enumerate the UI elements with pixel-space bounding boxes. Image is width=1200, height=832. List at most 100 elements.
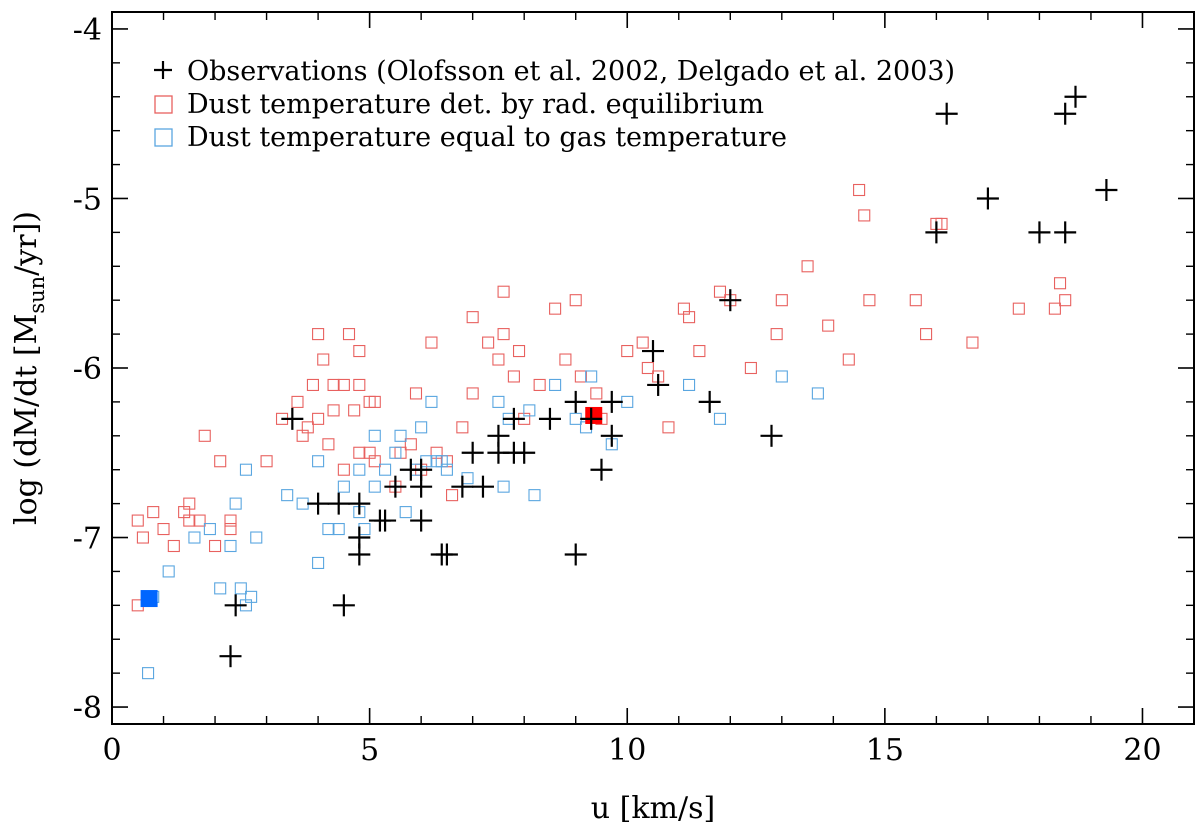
observation-point bbox=[410, 509, 433, 532]
rad-equilibrium-point bbox=[569, 294, 582, 307]
rad-equilibrium-point bbox=[549, 302, 562, 315]
observation-point bbox=[451, 475, 474, 498]
rad-equilibrium-point bbox=[909, 294, 922, 307]
observation-point bbox=[935, 102, 958, 125]
rad-equilibrium-point bbox=[801, 260, 814, 273]
rad-equilibrium-point bbox=[822, 319, 835, 332]
observation-point bbox=[327, 492, 350, 515]
rad-equilibrium-point bbox=[497, 328, 510, 341]
gas-temperature-point bbox=[203, 522, 216, 536]
observation-point bbox=[1064, 85, 1087, 108]
y-axis-title: log (dM/dt [Msun/yr]) bbox=[9, 211, 49, 525]
gas-temperature-point bbox=[239, 463, 253, 476]
observation-point bbox=[760, 424, 783, 447]
rad-equilibrium-point bbox=[131, 514, 144, 527]
gas-temperature-point bbox=[312, 556, 325, 570]
rad-equilibrium-point bbox=[482, 336, 495, 349]
gas-temperature-point bbox=[368, 480, 381, 493]
rad-equilibrium-point bbox=[306, 378, 319, 392]
gas-temperature-point bbox=[337, 480, 350, 493]
gas-temperature-point bbox=[415, 421, 428, 434]
gas-temperature-point bbox=[492, 395, 505, 408]
rad-equilibrium-point bbox=[1048, 302, 1061, 315]
gas-temperature-point bbox=[224, 539, 237, 553]
y-tick-label: -6 bbox=[73, 352, 102, 387]
gas-temperature-point bbox=[281, 489, 294, 502]
rad-equilibrium-point bbox=[317, 353, 330, 366]
observation-point bbox=[698, 390, 721, 413]
x-tick-label: 20 bbox=[1123, 733, 1161, 768]
rad-equilibrium-point bbox=[183, 497, 196, 510]
observation-point bbox=[976, 187, 999, 210]
gas-temperature-point bbox=[523, 404, 536, 417]
rad-equilibrium-point bbox=[224, 514, 237, 527]
rad-equilibrium-point bbox=[559, 353, 572, 366]
y-tick-label: -8 bbox=[73, 691, 102, 726]
rad-equilibrium-point bbox=[167, 539, 180, 553]
observation-point bbox=[348, 492, 371, 515]
rad-equilibrium-point bbox=[456, 421, 469, 434]
gas-temperature-point bbox=[399, 506, 412, 519]
rad-equilibrium-point bbox=[842, 353, 855, 366]
observation-point bbox=[1054, 221, 1077, 244]
observation-point bbox=[348, 543, 371, 566]
y-axis-title-main: log (dM/dt [M bbox=[9, 314, 44, 525]
gas-temperature-point bbox=[811, 387, 824, 400]
legend: Observations (Olofsson et al. 2002, Delg… bbox=[154, 56, 955, 153]
x-tick-label: 0 bbox=[102, 733, 121, 768]
observation-point bbox=[471, 475, 494, 498]
highlighted-point bbox=[585, 406, 603, 424]
gas-temperature-point bbox=[188, 531, 201, 544]
rad-equilibrium-point bbox=[337, 378, 350, 392]
rad-equilibrium-point bbox=[775, 294, 788, 307]
observation-point bbox=[538, 407, 561, 430]
gas-temperature-point bbox=[425, 395, 438, 408]
observation-point bbox=[224, 594, 247, 617]
data-points-layer bbox=[131, 85, 1118, 680]
gas-temperature-point bbox=[234, 582, 247, 595]
rad-equilibrium-point bbox=[446, 489, 459, 502]
rad-equilibrium-point bbox=[497, 285, 510, 298]
rad-equilibrium-point bbox=[693, 344, 706, 358]
rad-equilibrium-point bbox=[147, 506, 160, 519]
gas-temperature-point bbox=[214, 582, 227, 595]
rad-equilibrium-point bbox=[770, 328, 783, 341]
observation-point bbox=[719, 289, 742, 312]
observation-point bbox=[564, 390, 587, 413]
gas-temperature-point bbox=[683, 378, 696, 392]
gas-temperature-point bbox=[312, 455, 325, 468]
gas-temperature-point bbox=[528, 489, 541, 502]
rad-equilibrium-point bbox=[1059, 294, 1072, 307]
observation-point bbox=[219, 645, 242, 668]
y-tick-label: -5 bbox=[73, 182, 102, 217]
rad-equilibrium-point bbox=[260, 455, 273, 468]
rad-equilibrium-point bbox=[507, 370, 520, 383]
gas-temperature-point bbox=[440, 463, 453, 476]
rad-equilibrium-point bbox=[198, 429, 211, 442]
gas-temperature-point bbox=[353, 463, 366, 476]
rad-equilibrium-point bbox=[1012, 302, 1025, 315]
observation-point bbox=[590, 458, 613, 481]
rad-equilibrium-point bbox=[744, 361, 757, 375]
rad-equilibrium-point bbox=[348, 404, 361, 417]
gas-temperature-point bbox=[245, 590, 258, 603]
rad-equilibrium-point bbox=[183, 514, 196, 527]
gas-temperature-point bbox=[322, 522, 335, 536]
observation-point bbox=[487, 424, 510, 447]
axis-ticks-layer: 0 5 10 15 20 -8 -7 -6 -5 -4 bbox=[73, 12, 1195, 768]
x-tick-label: 5 bbox=[360, 733, 379, 768]
rad-equilibrium-point bbox=[636, 336, 649, 349]
gas-temperature-point bbox=[497, 480, 510, 493]
rad-equilibrium-point bbox=[641, 361, 654, 375]
rad-equilibrium-point bbox=[863, 294, 876, 307]
rad-equilibrium-point bbox=[1053, 277, 1067, 290]
rad-equilibrium-point bbox=[312, 328, 325, 341]
gas-temperature-point bbox=[332, 522, 345, 536]
rad-equilibrium-point bbox=[301, 421, 314, 434]
rad-equilibrium-point bbox=[466, 387, 479, 400]
gas-temperature-point bbox=[775, 370, 788, 383]
rad-equilibrium-point bbox=[353, 344, 366, 358]
gas-temperature-point bbox=[229, 497, 242, 510]
observation-point bbox=[647, 373, 670, 396]
